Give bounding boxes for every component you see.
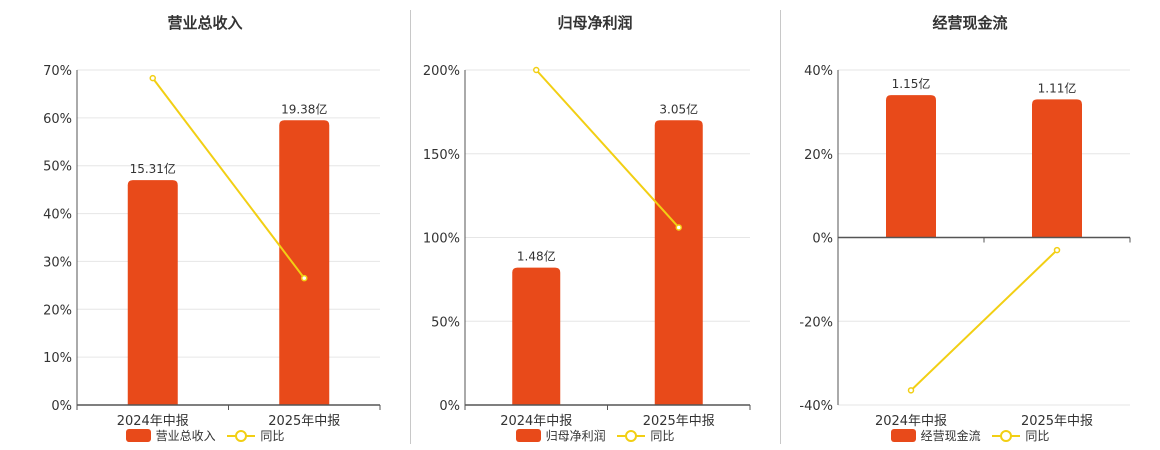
y-tick-label: 40% xyxy=(804,64,833,79)
legend-bar-swatch xyxy=(125,429,151,442)
bar xyxy=(1032,99,1082,238)
y-tick-label: 200% xyxy=(423,64,460,79)
bar-data-label: 1.11亿 xyxy=(1038,80,1077,95)
legend-item-line[interactable]: 同比 xyxy=(992,427,1049,444)
y-tick-label: 60% xyxy=(43,112,72,127)
chart-svg-net-profit: 0% 50% 100% 150% 200% 1.48亿 3.05亿 2024年中报 2025年中… xyxy=(423,64,751,429)
x-category-label: 2025年中报 xyxy=(268,414,340,429)
y-tick-label: 20% xyxy=(43,303,72,318)
legend-item-line[interactable]: 同比 xyxy=(227,427,284,444)
yoy-point xyxy=(1053,246,1061,254)
yoy-line xyxy=(910,249,1058,392)
bar-data-label: 15.31亿 xyxy=(130,161,176,176)
legend-bar-label: 营业总收入 xyxy=(155,429,216,443)
bar xyxy=(512,267,561,405)
chart-title: 经营现金流 xyxy=(932,14,1008,32)
y-tick-label: 70% xyxy=(43,64,72,79)
chart-legend: 营业总收入 同比 xyxy=(0,427,410,444)
bar xyxy=(886,95,936,238)
bar-data-label: 1.48亿 xyxy=(517,249,556,264)
legend-line-swatch xyxy=(227,429,256,442)
y-tick-label: 50% xyxy=(43,160,72,175)
yoy-point xyxy=(533,66,540,74)
chart-svg-cashflow: -40% -20% 0% 20% 40% 1.15亿 1.11亿 2024年中报 2025年中报 xyxy=(799,64,1131,429)
chart-panel-revenue: 营业总收入 0% 10% 20% 30% 40% 50% 60% 70% 15.31亿 19.38… xyxy=(0,0,410,450)
y-tick-label: 30% xyxy=(43,255,72,270)
legend-line-swatch xyxy=(992,429,1021,442)
y-tick-label: -20% xyxy=(799,315,833,330)
yoy-point xyxy=(907,387,915,394)
x-category-label: 2025年中报 xyxy=(1021,414,1093,429)
bar-data-label: 19.38亿 xyxy=(281,101,327,116)
legend-line-label: 同比 xyxy=(650,429,675,443)
bar-data-label: 3.05亿 xyxy=(659,101,698,116)
y-tick-label: 40% xyxy=(43,208,72,223)
chart-panel-cashflow: 经营现金流 -40% -20% 0% 20% 40% 1.15亿 1.11亿 2024年中报 2… xyxy=(780,0,1160,450)
legend-line-label: 同比 xyxy=(260,429,285,443)
y-tick-label: -40% xyxy=(799,399,833,414)
legend-line-label: 同比 xyxy=(1025,429,1050,443)
bar xyxy=(654,120,703,405)
legend-item-bar[interactable]: 经营现金流 xyxy=(890,427,981,444)
legend-item-bar[interactable]: 归母净利润 xyxy=(515,427,606,444)
legend-item-line[interactable]: 同比 xyxy=(617,427,674,444)
y-tick-label: 10% xyxy=(43,351,72,366)
y-tick-label: 0% xyxy=(439,399,460,414)
x-category-label: 2024年中报 xyxy=(117,414,189,429)
yoy-point xyxy=(301,274,308,282)
y-tick-label: 150% xyxy=(423,148,460,163)
chart-panel-net-profit: 归母净利润 0% 50% 100% 150% 200% 1.48亿 3.05亿 2024年中报… xyxy=(410,0,780,450)
x-category-label: 2024年中报 xyxy=(875,414,947,429)
y-tick-label: 0% xyxy=(812,232,833,247)
chart-title: 营业总收入 xyxy=(167,14,243,32)
bar xyxy=(279,120,330,405)
yoy-point xyxy=(675,224,682,231)
chart-legend: 经营现金流 同比 xyxy=(780,427,1160,444)
x-category-label: 2024年中报 xyxy=(500,414,572,429)
x-category-label: 2025年中报 xyxy=(643,414,715,429)
legend-bar-label: 归母净利润 xyxy=(545,429,606,443)
y-tick-label: 50% xyxy=(431,315,460,330)
panel-divider xyxy=(410,10,411,444)
legend-bar-swatch xyxy=(515,429,541,442)
panel-divider xyxy=(780,10,781,444)
legend-bar-label: 经营现金流 xyxy=(920,429,981,443)
chart-legend: 归母净利润 同比 xyxy=(410,427,780,444)
bar xyxy=(127,180,178,405)
yoy-line xyxy=(535,69,680,229)
chart-svg-revenue: 0% 10% 20% 30% 40% 50% 60% 70% 15.31亿 19.38亿 2024年… xyxy=(43,64,381,429)
y-tick-label: 20% xyxy=(804,148,833,163)
bar-data-label: 1.15亿 xyxy=(892,76,931,91)
yoy-line xyxy=(151,77,306,279)
legend-line-swatch xyxy=(617,429,646,442)
y-tick-label: 100% xyxy=(423,232,460,247)
chart-title: 归母净利润 xyxy=(557,14,633,32)
y-tick-label: 0% xyxy=(51,399,72,414)
legend-item-bar[interactable]: 营业总收入 xyxy=(125,427,216,444)
legend-bar-swatch xyxy=(890,429,916,442)
yoy-point xyxy=(149,74,156,82)
